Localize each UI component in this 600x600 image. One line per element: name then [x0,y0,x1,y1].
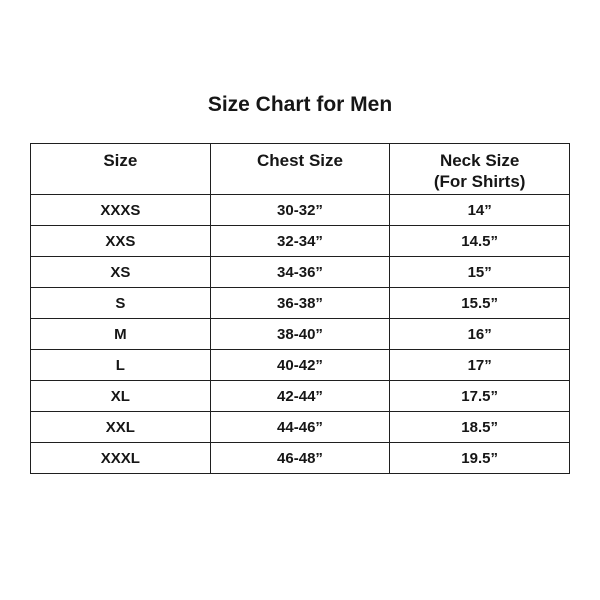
neck-size-cell: 19.5” [389,442,570,474]
neck-size-cell: 14” [389,194,570,226]
neck-size-cell: 17” [389,349,570,381]
neck-size-cell: 14.5” [389,225,570,257]
size-cell: XXL [30,411,211,443]
neck-size-cell: 15.5” [389,287,570,319]
chest-size-cell: 40-42” [209,349,391,381]
header-chest-size: Chest Size [209,143,391,195]
header-row: Size Chest Size Neck Size (For Shirts) [30,143,570,195]
neck-size-cell: 15” [389,256,570,288]
chest-size-cell: 38-40” [209,318,391,350]
size-cell: XXXS [30,194,211,226]
size-cell: XS [30,256,211,288]
chest-size-cell: 30-32” [209,194,391,226]
table-row: XXXS 30-32” 14” [30,194,570,226]
table-row: XXL 44-46” 18.5” [30,411,570,443]
header-neck-size: Neck Size (For Shirts) [389,143,570,195]
chest-size-cell: 34-36” [209,256,391,288]
table-row: XXXL 46-48” 19.5” [30,442,570,474]
neck-size-cell: 16” [389,318,570,350]
table-row: S 36-38” 15.5” [30,287,570,319]
chest-size-cell: 36-38” [209,287,391,319]
table-header: Size Chest Size Neck Size (For Shirts) [30,143,570,195]
table-row: M 38-40” 16” [30,318,570,350]
table-row: XL 42-44” 17.5” [30,380,570,412]
chest-size-cell: 32-34” [209,225,391,257]
size-chart-table: Size Chest Size Neck Size (For Shirts) X… [30,143,570,474]
table-row: XS 34-36” 15” [30,256,570,288]
neck-size-cell: 18.5” [389,411,570,443]
page-title: Size Chart for Men [207,93,393,116]
size-cell: L [30,349,211,381]
size-cell: XL [30,380,211,412]
size-cell: XXXL [30,442,211,474]
table-row: L 40-42” 17” [30,349,570,381]
size-cell: XXS [30,225,211,257]
table-body: XXXS 30-32” 14” XXS 32-34” 14.5” XS 34-3… [30,194,570,474]
table-row: XXS 32-34” 14.5” [30,225,570,257]
chest-size-cell: 42-44” [209,380,391,412]
header-size: Size [30,143,211,195]
neck-size-cell: 17.5” [389,380,570,412]
chest-size-cell: 44-46” [209,411,391,443]
chest-size-cell: 46-48” [209,442,391,474]
size-cell: S [30,287,211,319]
size-cell: M [30,318,211,350]
